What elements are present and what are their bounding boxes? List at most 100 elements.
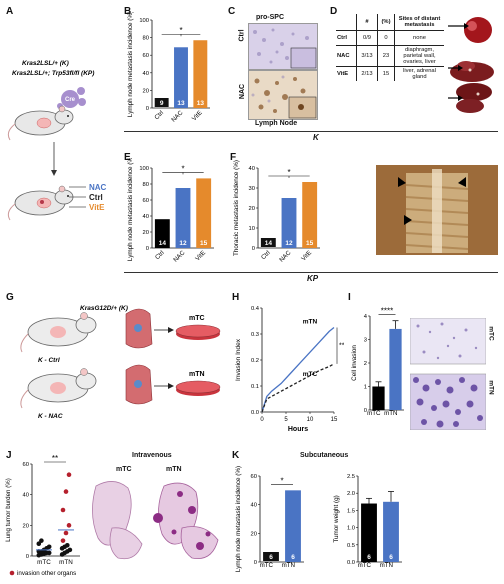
y-tick-label: 20: [249, 206, 255, 212]
y-tick-label: 10: [249, 226, 255, 232]
arrow-head-icon: [168, 327, 174, 333]
panel-c-row2: NAC: [239, 83, 247, 100]
arrow-icon-2: [448, 65, 463, 71]
y-tick-label: 40: [249, 166, 255, 172]
bar: [285, 490, 301, 562]
liver-photo: [450, 61, 494, 113]
table-cell: 15: [377, 66, 395, 81]
arrow-head-icon: [51, 170, 57, 176]
x-tick-label: VitE: [191, 109, 204, 122]
arrow-icon-4: [398, 177, 406, 187]
x-tick-label: mTC: [37, 559, 51, 566]
panel-label-e: E: [124, 152, 131, 163]
table-header-row: # (%) Sites of distant metastasis: [336, 14, 444, 31]
y-tick-label: 60: [23, 462, 29, 468]
y-tick-label: 0.2: [251, 358, 259, 364]
bar: [154, 219, 170, 248]
table-cell: 0/9: [356, 30, 378, 46]
significance-marker: *: [287, 168, 290, 177]
y-tick-label: 0.4: [251, 306, 260, 312]
chart-e: 0 20 40 60 80 100 Lymph node metastasis incide…: [127, 158, 214, 264]
lung-icon-g1: [125, 308, 153, 349]
n-label: 14: [265, 240, 273, 247]
panel-label-g: G: [6, 292, 14, 303]
bar-base: [260, 238, 276, 247]
g-label-kctrl: K - Ctrl: [38, 357, 60, 364]
table-cell: VitE: [337, 71, 349, 77]
data-point: [46, 544, 52, 550]
bar: [175, 188, 191, 248]
panel-a-schematic: Kras2LSL/+ (K) Kras2LSL/+; Trp53fl/fl (K…: [7, 60, 107, 221]
x-tick-label: VitE: [194, 249, 207, 262]
series-line-mtc: [261, 363, 335, 413]
y-tick-label: 1.5: [347, 508, 355, 514]
table-header: #: [356, 14, 378, 31]
n-label: 6: [269, 554, 273, 561]
panel-label-f: F: [230, 152, 237, 163]
x-tick-label: mTC: [358, 562, 372, 569]
data-point-invasion: [66, 523, 72, 528]
y-tick-label: 2.5: [347, 474, 355, 480]
x-tick-label: mTN: [384, 410, 397, 417]
arrow-icon-5: [458, 177, 466, 187]
y-tick-label: 20: [251, 531, 257, 537]
bar: [174, 47, 188, 108]
data-point: [39, 538, 44, 543]
thoracic-photo: [376, 165, 498, 255]
bar-base: [154, 98, 169, 107]
y-tick-label: 0: [146, 246, 149, 252]
i-image-label-mtc: mTC: [487, 326, 495, 341]
histology-nac-image: [248, 70, 318, 120]
y-axis-label: Lymph node metastasis incidence (%): [235, 466, 242, 572]
significance-marker: **: [52, 454, 58, 463]
y-tick-label: 20: [23, 523, 29, 529]
y-tick-label: 0: [252, 246, 255, 252]
y-tick-label: 60: [143, 198, 149, 204]
y-axis-label: Thoracic metastasis incidence (%): [233, 160, 240, 256]
x-tick-label: Ctrl: [153, 109, 165, 121]
table-row: VitE 2/13 15 liver, adrenal gland: [336, 66, 444, 81]
n-label: 15: [306, 240, 314, 247]
table-cell: none: [394, 30, 444, 46]
table-cell: Ctrl: [337, 35, 347, 41]
invasion-images: [410, 318, 486, 430]
series-label: mTC: [303, 371, 318, 378]
y-tick-label: 2.0: [347, 491, 355, 497]
bar: [302, 182, 318, 248]
treat-nac-label: NAC: [89, 183, 107, 192]
data-point-invasion: [60, 507, 66, 513]
g-cell-mtn: mTN: [189, 371, 205, 378]
y-tick-label: 1: [364, 385, 367, 391]
panel-label-h: H: [232, 292, 240, 303]
lung-section-images: [92, 481, 219, 560]
y-tick-label: 0.1: [251, 384, 259, 390]
dish-icon-mtn: [175, 380, 221, 396]
y-tick-label: 0.3: [251, 332, 259, 338]
panel-label-d: D: [330, 6, 338, 17]
genotype-k-label: Kras2LSL/+ (K): [22, 60, 69, 67]
data-point: [67, 547, 73, 553]
panel-g-schematic: KrasG12D/+ (K) mTC K - Ctrl: [20, 305, 221, 420]
significance-marker: ****: [381, 307, 393, 316]
panel-label-b: B: [124, 6, 132, 17]
x-tick-label: mTC: [367, 410, 381, 417]
data-point: [65, 542, 70, 548]
y-axis-label: Lymph node metastasis incidence (%): [127, 158, 134, 261]
n-label: 6: [389, 554, 393, 561]
chart-k-left: 0 20 40 60 Lymph node metastasis incidence (…: [235, 466, 304, 572]
n-label: 9: [160, 100, 164, 107]
panel-label-i: I: [348, 292, 351, 303]
y-tick-label: 0.0: [251, 410, 259, 416]
x-tick-label: Ctrl: [260, 249, 272, 261]
row-separator-k: [124, 131, 498, 132]
y-tick-label: 40: [143, 214, 149, 220]
table-row: Ctrl 0/9 0 none: [336, 30, 444, 46]
y-tick-label: 80: [143, 182, 149, 188]
y-tick-label: 0: [364, 408, 367, 414]
y-tick-label: 1.0: [347, 526, 355, 532]
significance-marker: *: [179, 26, 182, 35]
mouse-icon-bottom: [7, 185, 74, 221]
panel-label-j: J: [6, 450, 12, 461]
significance-marker: *: [181, 164, 184, 173]
